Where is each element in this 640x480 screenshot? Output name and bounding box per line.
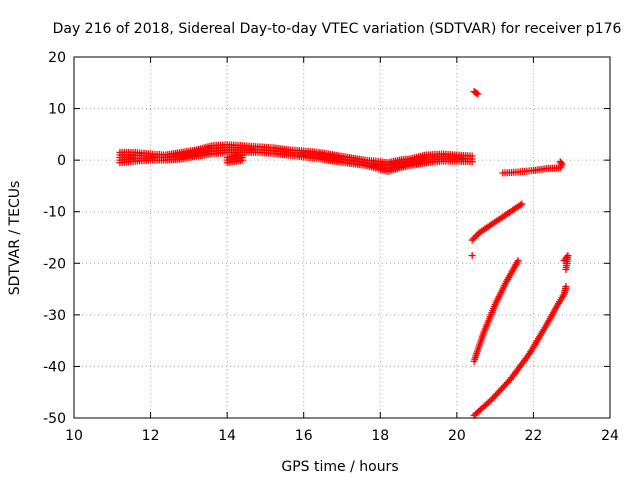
data-series <box>470 88 482 98</box>
data-series <box>470 257 522 365</box>
data-series <box>116 141 476 175</box>
data-point <box>468 236 476 244</box>
y-tick-label: -30 <box>43 308 66 324</box>
data-series <box>468 200 526 244</box>
data-point <box>470 235 478 243</box>
data-point <box>562 265 570 273</box>
data-series <box>470 282 570 419</box>
y-tick-label: -40 <box>43 359 66 375</box>
y-tick-label: -10 <box>43 205 66 221</box>
y-axis-ticks: -50 -40 -30 -20 -10 0 10 20 <box>43 50 610 427</box>
data-point <box>556 158 564 166</box>
y-tick-label: -50 <box>43 411 66 427</box>
x-tick-label: 14 <box>218 428 236 444</box>
x-tick-label: 16 <box>295 428 313 444</box>
data-point <box>471 233 479 241</box>
data-point <box>514 257 522 265</box>
x-tick-label: 22 <box>525 428 543 444</box>
data-point <box>562 282 570 290</box>
data-point <box>468 158 476 166</box>
data-series <box>560 252 572 273</box>
data-point <box>474 90 482 98</box>
data-series <box>223 151 246 167</box>
data-point <box>557 159 565 167</box>
y-tick-label: 10 <box>48 102 66 118</box>
data-point <box>473 89 481 97</box>
data-point <box>238 156 246 164</box>
x-tick-label: 24 <box>601 428 619 444</box>
chart-title: Day 216 of 2018, Sidereal Day-to-day VTE… <box>53 21 622 37</box>
x-tick-label: 12 <box>142 428 160 444</box>
grid-lines <box>74 57 610 418</box>
data-marks <box>116 88 572 419</box>
x-axis-label: GPS time / hours <box>281 459 398 475</box>
data-point <box>486 397 494 405</box>
data-point <box>473 231 481 239</box>
y-tick-label: -20 <box>43 256 66 272</box>
x-tick-label: 10 <box>65 428 83 444</box>
data-point <box>516 201 524 209</box>
x-axis-ticks: 10 12 14 16 18 20 22 24 <box>65 57 619 444</box>
data-series <box>468 252 476 260</box>
y-tick-label: 0 <box>57 153 66 169</box>
data-point <box>468 252 476 260</box>
x-tick-label: 20 <box>448 428 466 444</box>
y-axis-label: SDTVAR / TECUs <box>7 181 23 296</box>
y-tick-label: 20 <box>48 50 66 66</box>
data-series <box>499 158 566 177</box>
plot-frame <box>73 56 611 419</box>
data-point <box>518 200 526 208</box>
x-tick-label: 18 <box>371 428 389 444</box>
